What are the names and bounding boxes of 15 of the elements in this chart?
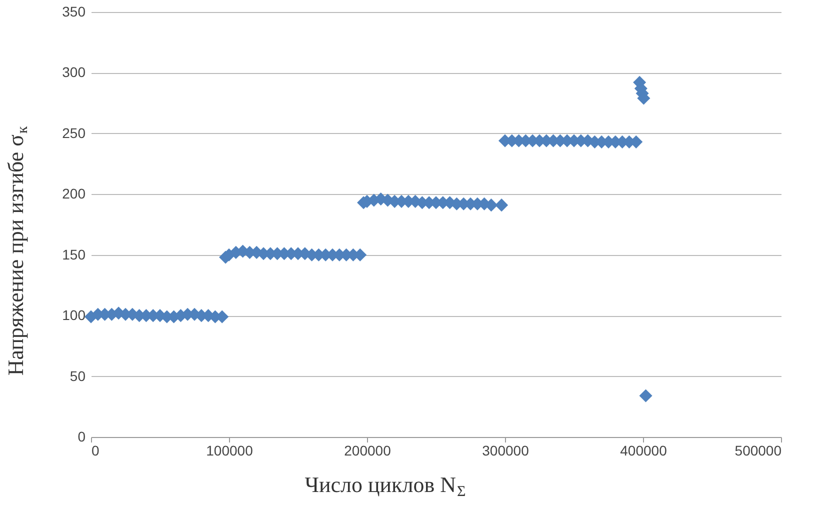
x-tick-label: 100000 (206, 442, 254, 458)
y-tick-label: 150 (62, 246, 86, 262)
x-tick-label: 0 (92, 442, 100, 458)
y-tick-label: 0 (78, 428, 86, 444)
x-tick-label: 200000 (344, 442, 392, 458)
x-tick-label: 500000 (734, 442, 782, 458)
x-tick-label: 300000 (482, 442, 530, 458)
y-tick-label: 200 (62, 186, 86, 202)
y-tick-label: 250 (62, 124, 86, 141)
y-tick-label: 100 (62, 307, 86, 324)
y-axis-title: Напряжение при изгибе σк (3, 126, 31, 376)
y-tick-label: 50 (70, 368, 86, 384)
y-tick-label: 300 (62, 64, 86, 80)
x-tick-label: 400000 (620, 442, 668, 458)
y-tick-label: 350 (62, 4, 86, 20)
